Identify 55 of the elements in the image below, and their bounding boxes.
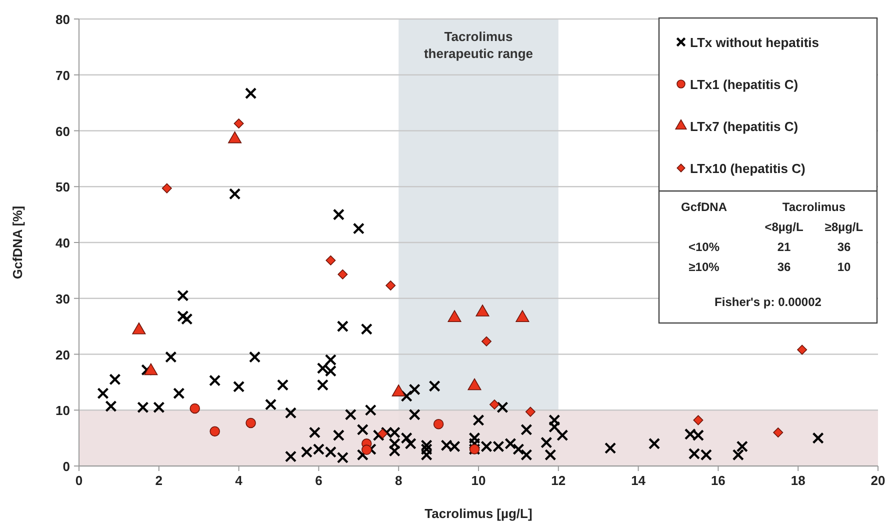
point (338, 269, 348, 280)
x-axis-title: Tacrolimus [µg/L] (424, 506, 532, 521)
annotation: <10% (688, 240, 720, 254)
legend-label: LTx1 (hepatitis C) (690, 77, 798, 92)
annotation: ≥8µg/L (824, 220, 864, 234)
y-tick-label: 60 (56, 124, 70, 139)
point (433, 418, 444, 430)
x-tick-label: 18 (790, 473, 806, 488)
y-tick-label: 40 (56, 236, 70, 250)
x-tick-label: 12 (551, 473, 566, 488)
x-tick-label: 0 (75, 473, 83, 488)
y-tick-label: 50 (56, 180, 70, 195)
point (162, 183, 172, 194)
point (693, 415, 704, 426)
point (378, 428, 388, 439)
y-tick-label: 0 (62, 459, 70, 474)
annotation: GcfDNA (680, 200, 728, 214)
x-tick-label: 16 (710, 473, 726, 488)
legend-label: LTx7 (hepatitis C) (690, 119, 798, 134)
point (525, 406, 536, 417)
x-tick-label: 14 (631, 473, 646, 488)
annotation: ≥10% (688, 260, 720, 274)
point (797, 344, 808, 355)
x-tick-label: 8 (394, 473, 402, 488)
x-tick-label: 20 (870, 473, 886, 488)
point (773, 427, 784, 438)
legend-label: LTx10 (hepatitis C) (690, 161, 806, 176)
point (386, 280, 396, 291)
point (362, 444, 372, 455)
annotation: <8µg/L (764, 220, 804, 234)
annotation: Fisher's p: 0.00002 (714, 295, 822, 309)
y-tick-label: 70 (56, 68, 70, 83)
y-axis-title: GcfDNA [%] (10, 206, 25, 280)
point (489, 400, 500, 410)
annotation: Tacrolimus (782, 200, 846, 214)
y-tick-label: 20 (56, 347, 70, 362)
point (210, 426, 220, 436)
point (246, 418, 256, 428)
y-tick-label: 80 (56, 12, 70, 27)
annotation: 36 (837, 240, 851, 254)
legend-label: LTx without hepatitis (690, 35, 820, 50)
annotation: 36 (777, 260, 791, 274)
point (190, 403, 200, 414)
band-label: Tacrolimus therapeutic range (424, 29, 534, 61)
y-tick-label: 30 (56, 291, 70, 306)
x-tick-label: 6 (315, 473, 322, 488)
annotation: 21 (777, 240, 791, 254)
annotation: 10 (837, 260, 851, 274)
point (234, 118, 244, 128)
point (482, 336, 492, 346)
y-tick-label: 10 (56, 403, 70, 418)
x-tick-label: 2 (155, 473, 163, 488)
x-tick-label: 4 (235, 473, 244, 488)
x-tick-label: 10 (471, 473, 486, 488)
point (326, 255, 336, 266)
